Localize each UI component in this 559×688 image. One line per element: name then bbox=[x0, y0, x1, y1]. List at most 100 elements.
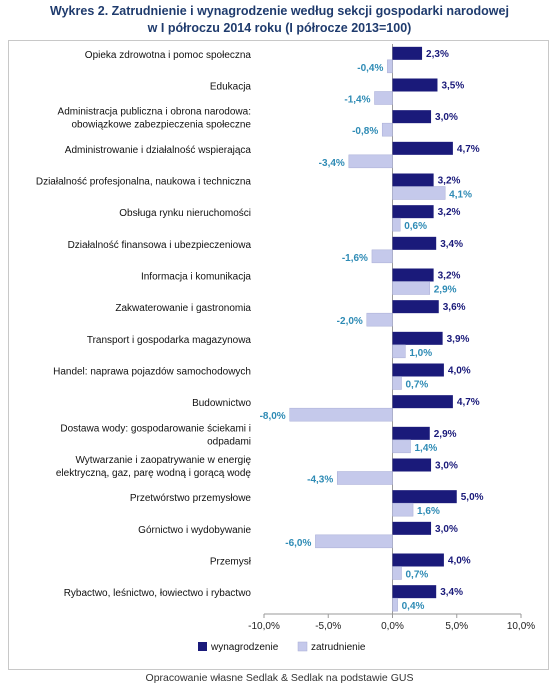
data-label-zatrudnienie: -0,4% bbox=[357, 63, 383, 74]
data-label-zatrudnienie: -2,0% bbox=[337, 316, 363, 327]
data-label-wynagrodzenie: 3,4% bbox=[440, 587, 463, 598]
bar-wynagrodzenie bbox=[392, 78, 438, 92]
bar-wynagrodzenie bbox=[392, 268, 434, 282]
data-label-wynagrodzenie: 3,2% bbox=[438, 271, 461, 282]
x-tick-label: 10,0% bbox=[507, 621, 535, 632]
bar-wynagrodzenie bbox=[392, 490, 457, 504]
bar-wynagrodzenie bbox=[392, 331, 443, 345]
category-label: Handel: naprawa pojazdów samochodowych bbox=[53, 367, 251, 378]
x-tick-label: -5,0% bbox=[315, 621, 341, 632]
data-label-zatrudnienie: -4,3% bbox=[307, 475, 333, 486]
bar-zatrudnienie bbox=[392, 186, 446, 200]
data-label-zatrudnienie: 1,6% bbox=[417, 506, 440, 517]
legend-label-zatrudnienie: zatrudnienie bbox=[311, 642, 366, 653]
data-label-wynagrodzenie: 3,2% bbox=[438, 207, 461, 218]
legend-swatch-wynagrodzenie bbox=[198, 642, 207, 651]
category-label: Opieka zdrowotna i pomoc społeczna bbox=[85, 50, 252, 61]
data-label-wynagrodzenie: 5,0% bbox=[461, 492, 484, 503]
bar-wynagrodzenie bbox=[392, 585, 437, 599]
bar-zatrudnienie bbox=[381, 122, 393, 137]
data-label-zatrudnienie: 0,4% bbox=[402, 601, 425, 612]
data-label-zatrudnienie: -1,4% bbox=[344, 95, 370, 106]
bar-wynagrodzenie bbox=[392, 553, 444, 567]
bar-zatrudnienie bbox=[371, 249, 393, 264]
data-label-wynagrodzenie: 3,6% bbox=[443, 302, 466, 313]
data-label-wynagrodzenie: 2,9% bbox=[434, 429, 457, 440]
category-label: Działalność finansowa i ubezpieczeniowa bbox=[68, 240, 252, 251]
bar-zatrudnienie bbox=[392, 566, 402, 580]
bar-zatrudnienie bbox=[374, 91, 393, 105]
bar-zatrudnienie bbox=[387, 59, 393, 74]
data-label-wynagrodzenie: 4,7% bbox=[457, 144, 480, 155]
category-label: Przemysł bbox=[210, 557, 252, 568]
data-label-wynagrodzenie: 4,7% bbox=[457, 397, 480, 408]
data-label-wynagrodzenie: 3,0% bbox=[435, 524, 458, 535]
bar-zatrudnienie bbox=[392, 439, 411, 454]
data-label-zatrudnienie: 1,0% bbox=[409, 348, 432, 359]
data-label-zatrudnienie: 0,7% bbox=[405, 380, 428, 391]
legend-swatch-zatrudnienie bbox=[297, 641, 308, 652]
data-label-wynagrodzenie: 3,2% bbox=[438, 176, 461, 187]
bar-wynagrodzenie bbox=[392, 458, 432, 472]
category-label: obowiązkowe zabezpieczenia społeczne bbox=[71, 120, 251, 131]
category-label: Dostawa wody: gospodarowanie ściekami i bbox=[60, 423, 251, 434]
category-label: Górnictwo i wydobywanie bbox=[138, 525, 251, 536]
category-label: Wytwarzanie i zaopatrywanie w energię bbox=[75, 455, 251, 466]
category-label: Budownictwo bbox=[192, 398, 251, 409]
data-label-zatrudnienie: -8,0% bbox=[260, 411, 286, 422]
category-label: Działalność profesjonalna, naukowa i tec… bbox=[36, 177, 252, 188]
bar-zatrudnienie bbox=[392, 344, 406, 359]
bar-zatrudnienie bbox=[392, 597, 398, 612]
bar-wynagrodzenie bbox=[392, 300, 439, 314]
bar-zatrudnienie bbox=[392, 502, 414, 517]
data-label-zatrudnienie: -1,6% bbox=[342, 253, 368, 264]
bar-zatrudnienie bbox=[315, 534, 393, 549]
chart-title-line-1: Wykres 2. Zatrudnienie i wynagrodzenie w… bbox=[50, 4, 509, 18]
x-tick-label: -10,0% bbox=[248, 621, 280, 632]
legend-label-wynagrodzenie: wynagrodzenie bbox=[210, 642, 279, 653]
data-label-zatrudnienie: 1,4% bbox=[414, 443, 437, 454]
bar-zatrudnienie bbox=[289, 407, 393, 422]
bar-zatrudnienie bbox=[348, 154, 393, 169]
bar-wynagrodzenie bbox=[392, 236, 437, 250]
data-label-wynagrodzenie: 3,4% bbox=[440, 239, 463, 250]
category-label: Informacja i komunikacja bbox=[141, 272, 251, 283]
category-label: elektryczną, gaz, parę wodną i gorącą wo… bbox=[56, 468, 252, 479]
data-label-zatrudnienie: -6,0% bbox=[285, 538, 311, 549]
data-label-zatrudnienie: 2,9% bbox=[434, 285, 457, 296]
bar-wynagrodzenie bbox=[392, 395, 453, 409]
x-tick-label: 5,0% bbox=[445, 621, 468, 632]
data-label-zatrudnienie: -3,4% bbox=[319, 158, 345, 169]
x-tick-label: 0,0% bbox=[381, 621, 404, 632]
data-label-zatrudnienie: -0,8% bbox=[352, 126, 378, 137]
bar-wynagrodzenie bbox=[392, 110, 432, 124]
category-label: Administracja publiczna i obrona narodow… bbox=[58, 107, 251, 118]
bar-zatrudnienie bbox=[392, 217, 401, 232]
data-label-zatrudnienie: 4,1% bbox=[449, 190, 472, 201]
category-label: Obsługa rynku nieruchomości bbox=[119, 208, 251, 219]
bar-wynagrodzenie bbox=[392, 363, 444, 377]
chart-title-line-2: w I półroczu 2014 roku (I półrocze 2013=… bbox=[147, 21, 412, 35]
category-label: Zakwaterowanie i gastronomia bbox=[115, 303, 251, 314]
chart-frame bbox=[8, 40, 549, 670]
bar-zatrudnienie bbox=[366, 312, 393, 327]
bar-wynagrodzenie bbox=[392, 141, 453, 155]
data-label-zatrudnienie: 0,6% bbox=[404, 221, 427, 232]
data-label-wynagrodzenie: 3,5% bbox=[441, 81, 464, 92]
bar-zatrudnienie bbox=[336, 471, 393, 485]
data-label-wynagrodzenie: 3,9% bbox=[447, 334, 470, 345]
source-note: Opracowanie własne Sedlak & Sedlak na po… bbox=[145, 672, 414, 684]
bar-wynagrodzenie bbox=[392, 521, 432, 535]
data-label-wynagrodzenie: 3,0% bbox=[435, 461, 458, 472]
data-label-wynagrodzenie: 4,0% bbox=[448, 556, 471, 567]
data-label-wynagrodzenie: 4,0% bbox=[448, 366, 471, 377]
category-label: Rybactwo, leśnictwo, łowiectwo i rybactw… bbox=[64, 588, 252, 599]
category-label: Administrowanie i działalność wspierając… bbox=[65, 145, 252, 156]
bar-wynagrodzenie bbox=[392, 426, 430, 440]
category-label: Edukacja bbox=[210, 82, 252, 93]
category-label: odpadami bbox=[207, 436, 251, 447]
bar-wynagrodzenie bbox=[392, 173, 434, 187]
category-label: Transport i gospodarka magazynowa bbox=[87, 335, 252, 346]
bar-wynagrodzenie bbox=[392, 46, 423, 60]
